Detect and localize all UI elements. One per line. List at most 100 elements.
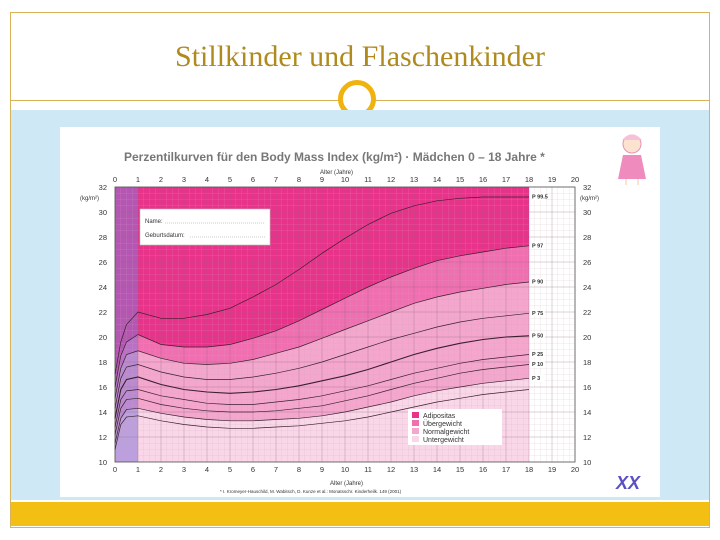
x-tick-bottom: 8 bbox=[297, 465, 301, 474]
legend-untergewicht: Untergewicht bbox=[423, 437, 464, 444]
x-tick-bottom: 2 bbox=[159, 465, 163, 474]
x-tick-top: 16 bbox=[479, 175, 487, 184]
percentile-line-p90 bbox=[114, 281, 530, 399]
y-tick-left: 22 bbox=[99, 308, 107, 317]
dob-field-label: Geburtsdatum: bbox=[145, 233, 185, 239]
percentile-line-p75 bbox=[114, 312, 530, 409]
y-tick-right: 26 bbox=[583, 258, 591, 267]
percentile-label-bg bbox=[530, 360, 545, 368]
x-tick-top: 11 bbox=[364, 175, 372, 184]
x-tick-bottom: 9 bbox=[320, 465, 324, 474]
slide-title: Stillkinder und Flaschenkinder bbox=[175, 40, 545, 73]
percentile-label-bg bbox=[530, 331, 545, 339]
percentile-label: P 97 bbox=[532, 243, 543, 249]
x-tick-top: 9 bbox=[320, 175, 324, 184]
y-tick-right: 14 bbox=[583, 408, 591, 417]
percentile-line-p10 bbox=[114, 364, 530, 435]
legend-normalgewicht: Normalgewicht bbox=[423, 429, 469, 436]
percentile-label-bg bbox=[530, 350, 545, 358]
x-tick-bottom: 7 bbox=[274, 465, 278, 474]
y-tick-left: 30 bbox=[99, 208, 107, 217]
y-tick-left: 18 bbox=[99, 358, 107, 367]
x-tick-bottom: 13 bbox=[410, 465, 418, 474]
x-tick-top: 2 bbox=[159, 175, 163, 184]
legend: Adipositas Übergewicht Normalgewicht Unt… bbox=[408, 409, 502, 445]
y-tick-right: 28 bbox=[583, 233, 591, 242]
x-tick-bottom: 5 bbox=[228, 465, 232, 474]
percentile-label: P 10 bbox=[532, 362, 543, 368]
percentile-line-p97 bbox=[114, 245, 530, 388]
y-tick-left: 24 bbox=[99, 283, 107, 292]
y-tick-right: 32 bbox=[583, 183, 591, 192]
y-tick-left: 26 bbox=[99, 258, 107, 267]
plot-border bbox=[114, 186, 576, 463]
y-tick-left: 12 bbox=[99, 433, 107, 442]
x-tick-bottom: 1 bbox=[136, 465, 140, 474]
x-tick-top: 1 bbox=[136, 175, 140, 184]
percentile-label-bg bbox=[530, 278, 545, 285]
chart-title: Perzentilkurven für den Body Mass Index … bbox=[124, 150, 545, 164]
x-tick-top: 13 bbox=[410, 175, 418, 184]
name-field-label: Name: bbox=[145, 219, 163, 225]
x-tick-bottom: 12 bbox=[387, 465, 395, 474]
axis-ticks: 0011223344556677889910101111121213131414… bbox=[99, 175, 592, 474]
legend-uebergewicht: Übergewicht bbox=[423, 420, 462, 428]
x-tick-bottom: 0 bbox=[113, 465, 117, 474]
x-tick-top: 12 bbox=[387, 175, 395, 184]
chart-footnote: * I. Kromeyer-Hauschild, M. Wabitsch, D.… bbox=[220, 489, 402, 494]
x-tick-top: 8 bbox=[297, 175, 301, 184]
y-axis-label-right: (kg/m²) bbox=[580, 196, 599, 202]
x-tick-top: 3 bbox=[182, 175, 186, 184]
y-tick-left: 28 bbox=[99, 233, 107, 242]
x-tick-top: 15 bbox=[456, 175, 464, 184]
percentile-label: P 50 bbox=[532, 333, 543, 339]
percentile-label: P 3 bbox=[532, 376, 540, 382]
x-tick-top: 0 bbox=[113, 175, 117, 184]
svg-text:XX: XX bbox=[615, 473, 641, 493]
percentile-lines bbox=[114, 196, 530, 450]
percentile-labels: P 99.5 P 97 P 90 P 75 P 50 P 25 P 10 P 3 bbox=[530, 193, 548, 382]
x-axis-label-bottom: Alter (Jahre) bbox=[330, 481, 363, 487]
x-tick-bottom: 19 bbox=[548, 465, 556, 474]
y-tick-right: 12 bbox=[583, 433, 591, 442]
x-tick-top: 20 bbox=[571, 175, 579, 184]
x-tick-top: 14 bbox=[433, 175, 441, 184]
y-tick-right: 18 bbox=[583, 358, 591, 367]
x-axis-label-top: Alter (Jahre) bbox=[320, 170, 353, 176]
percentile-line-p50 bbox=[114, 335, 530, 419]
x-tick-top: 6 bbox=[251, 175, 255, 184]
xx-logo-icon: XX bbox=[615, 473, 641, 493]
x-tick-top: 5 bbox=[228, 175, 232, 184]
x-tick-top: 10 bbox=[341, 175, 349, 184]
x-tick-bottom: 15 bbox=[456, 465, 464, 474]
y-tick-right: 22 bbox=[583, 308, 591, 317]
percentile-line-lowest bbox=[114, 389, 530, 450]
x-tick-bottom: 20 bbox=[571, 465, 579, 474]
percentile-label-bg bbox=[530, 241, 545, 249]
x-tick-bottom: 4 bbox=[205, 465, 209, 474]
percentile-label: P 99.5 bbox=[532, 195, 548, 201]
y-tick-right: 24 bbox=[583, 283, 591, 292]
x-tick-bottom: 18 bbox=[525, 465, 533, 474]
x-tick-bottom: 11 bbox=[364, 465, 372, 474]
y-tick-left: 14 bbox=[99, 408, 107, 417]
footer-bar bbox=[11, 502, 709, 526]
percentile-label: P 25 bbox=[532, 352, 543, 358]
x-tick-top: 18 bbox=[525, 175, 533, 184]
percentile-line-p995 bbox=[114, 196, 529, 375]
legend-bg bbox=[408, 409, 502, 445]
y-tick-right: 16 bbox=[583, 383, 591, 392]
legend-swatch-normalgewicht bbox=[412, 428, 419, 434]
percentile-line-p25 bbox=[114, 354, 530, 428]
x-tick-bottom: 17 bbox=[502, 465, 510, 474]
percentile-label-bg bbox=[530, 374, 545, 382]
percentile-line-p3 bbox=[114, 377, 530, 444]
y-tick-right: 10 bbox=[583, 458, 591, 467]
x-tick-bottom: 10 bbox=[341, 465, 349, 474]
x-tick-top: 7 bbox=[274, 175, 278, 184]
percentile-label: P 75 bbox=[532, 311, 543, 317]
legend-adipositas: Adipositas bbox=[423, 413, 456, 420]
percentile-label-bg bbox=[530, 309, 545, 317]
y-axis-label-left: (kg/m²) bbox=[80, 196, 99, 202]
y-tick-left: 10 bbox=[99, 458, 107, 467]
